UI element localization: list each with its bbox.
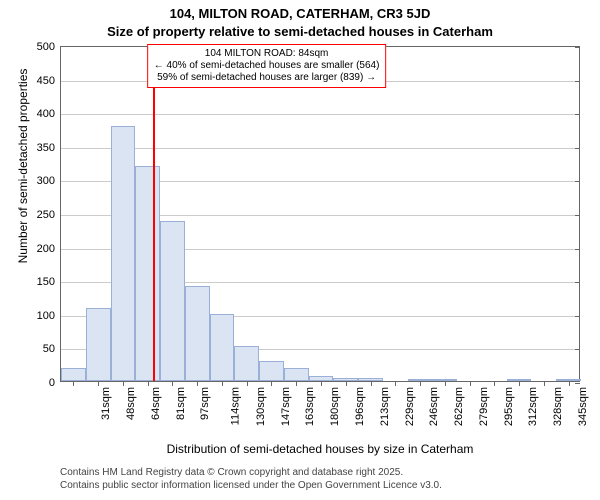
ytick-label: 250 — [37, 209, 61, 221]
plot-area: 05010015020025030035040045050031sqm48sqm… — [60, 46, 580, 382]
histogram-bar — [86, 308, 111, 381]
xtick-mark — [222, 381, 223, 386]
ytick-label: 350 — [37, 142, 61, 154]
xtick-mark — [296, 381, 297, 386]
chart-title-line2: Size of property relative to semi-detach… — [0, 24, 600, 39]
ytick-label: 450 — [37, 75, 61, 87]
xtick-mark — [519, 381, 520, 386]
ytick-mark — [575, 81, 580, 82]
ytick-label: 500 — [37, 41, 61, 53]
ytick-mark — [575, 349, 580, 350]
annotation-line-1: 104 MILTON ROAD: 84sqm — [154, 48, 380, 60]
annotation-line-3: 59% of semi-detached houses are larger (… — [154, 72, 380, 84]
xtick-label: 97sqm — [199, 387, 211, 420]
annotation-box: 104 MILTON ROAD: 84sqm← 40% of semi-deta… — [147, 44, 387, 88]
histogram-bar — [259, 361, 284, 381]
xtick-label: 163sqm — [305, 387, 317, 426]
histogram-bar — [160, 221, 185, 381]
xtick-mark — [73, 381, 74, 386]
xtick-mark — [346, 381, 347, 386]
chart-container: 104, MILTON ROAD, CATERHAM, CR3 5JD Size… — [0, 0, 600, 500]
xtick-mark — [544, 381, 545, 386]
histogram-bar — [135, 166, 160, 381]
xtick-label: 81sqm — [175, 387, 187, 420]
ytick-mark — [575, 148, 580, 149]
attribution-line-2: Contains public sector information licen… — [60, 479, 442, 492]
xtick-mark — [172, 381, 173, 386]
xtick-label: 196sqm — [354, 387, 366, 426]
xtick-label: 64sqm — [150, 387, 162, 420]
xtick-label: 295sqm — [503, 387, 515, 426]
ytick-mark — [575, 215, 580, 216]
attribution-footer: Contains HM Land Registry data © Crown c… — [60, 466, 442, 492]
xtick-label: 31sqm — [100, 387, 112, 420]
xtick-label: 48sqm — [125, 387, 137, 420]
ytick-mark — [575, 383, 580, 384]
ytick-mark — [575, 282, 580, 283]
histogram-bar — [111, 126, 136, 381]
ytick-mark — [575, 316, 580, 317]
histogram-bar — [61, 368, 86, 381]
annotation-line-2: ← 40% of semi-detached houses are smalle… — [154, 60, 380, 72]
histogram-bar — [185, 286, 210, 381]
ytick-label: 0 — [49, 377, 61, 389]
xtick-mark — [98, 381, 99, 386]
xtick-label: 262sqm — [453, 387, 465, 426]
xtick-label: 345sqm — [577, 387, 589, 426]
attribution-line-1: Contains HM Land Registry data © Crown c… — [60, 466, 442, 479]
xtick-label: 328sqm — [552, 387, 564, 426]
xtick-label: 229sqm — [404, 387, 416, 426]
ytick-mark — [575, 181, 580, 182]
gridline-h — [61, 114, 579, 115]
ytick-label: 150 — [37, 276, 61, 288]
xtick-mark — [271, 381, 272, 386]
histogram-bar — [210, 314, 235, 381]
histogram-bar — [234, 346, 259, 381]
ytick-label: 50 — [43, 343, 61, 355]
ytick-mark — [575, 47, 580, 48]
xtick-label: 147sqm — [280, 387, 292, 426]
xtick-mark — [197, 381, 198, 386]
ytick-label: 300 — [37, 175, 61, 187]
xtick-mark — [247, 381, 248, 386]
xtick-label: 312sqm — [527, 387, 539, 426]
ytick-label: 400 — [37, 108, 61, 120]
xtick-label: 246sqm — [428, 387, 440, 426]
y-axis-label: Number of semi-detached properties — [16, 0, 30, 334]
xtick-mark — [445, 381, 446, 386]
chart-title-line1: 104, MILTON ROAD, CATERHAM, CR3 5JD — [0, 6, 600, 21]
xtick-label: 114sqm — [230, 387, 242, 425]
histogram-bar — [284, 368, 309, 381]
xtick-mark — [123, 381, 124, 386]
xtick-label: 213sqm — [379, 387, 391, 426]
xtick-label: 130sqm — [255, 387, 267, 426]
ytick-label: 200 — [37, 243, 61, 255]
xtick-mark — [395, 381, 396, 386]
xtick-mark — [420, 381, 421, 386]
xtick-mark — [321, 381, 322, 386]
ytick-label: 100 — [37, 310, 61, 322]
gridline-h — [61, 148, 579, 149]
ytick-mark — [575, 249, 580, 250]
ytick-mark — [575, 114, 580, 115]
xtick-label: 180sqm — [329, 387, 341, 426]
xtick-mark — [148, 381, 149, 386]
reference-line — [153, 47, 155, 381]
xtick-mark — [470, 381, 471, 386]
xtick-label: 279sqm — [478, 387, 490, 426]
xtick-mark — [569, 381, 570, 386]
xtick-mark — [494, 381, 495, 386]
x-axis-label: Distribution of semi-detached houses by … — [60, 442, 580, 456]
xtick-mark — [371, 381, 372, 386]
